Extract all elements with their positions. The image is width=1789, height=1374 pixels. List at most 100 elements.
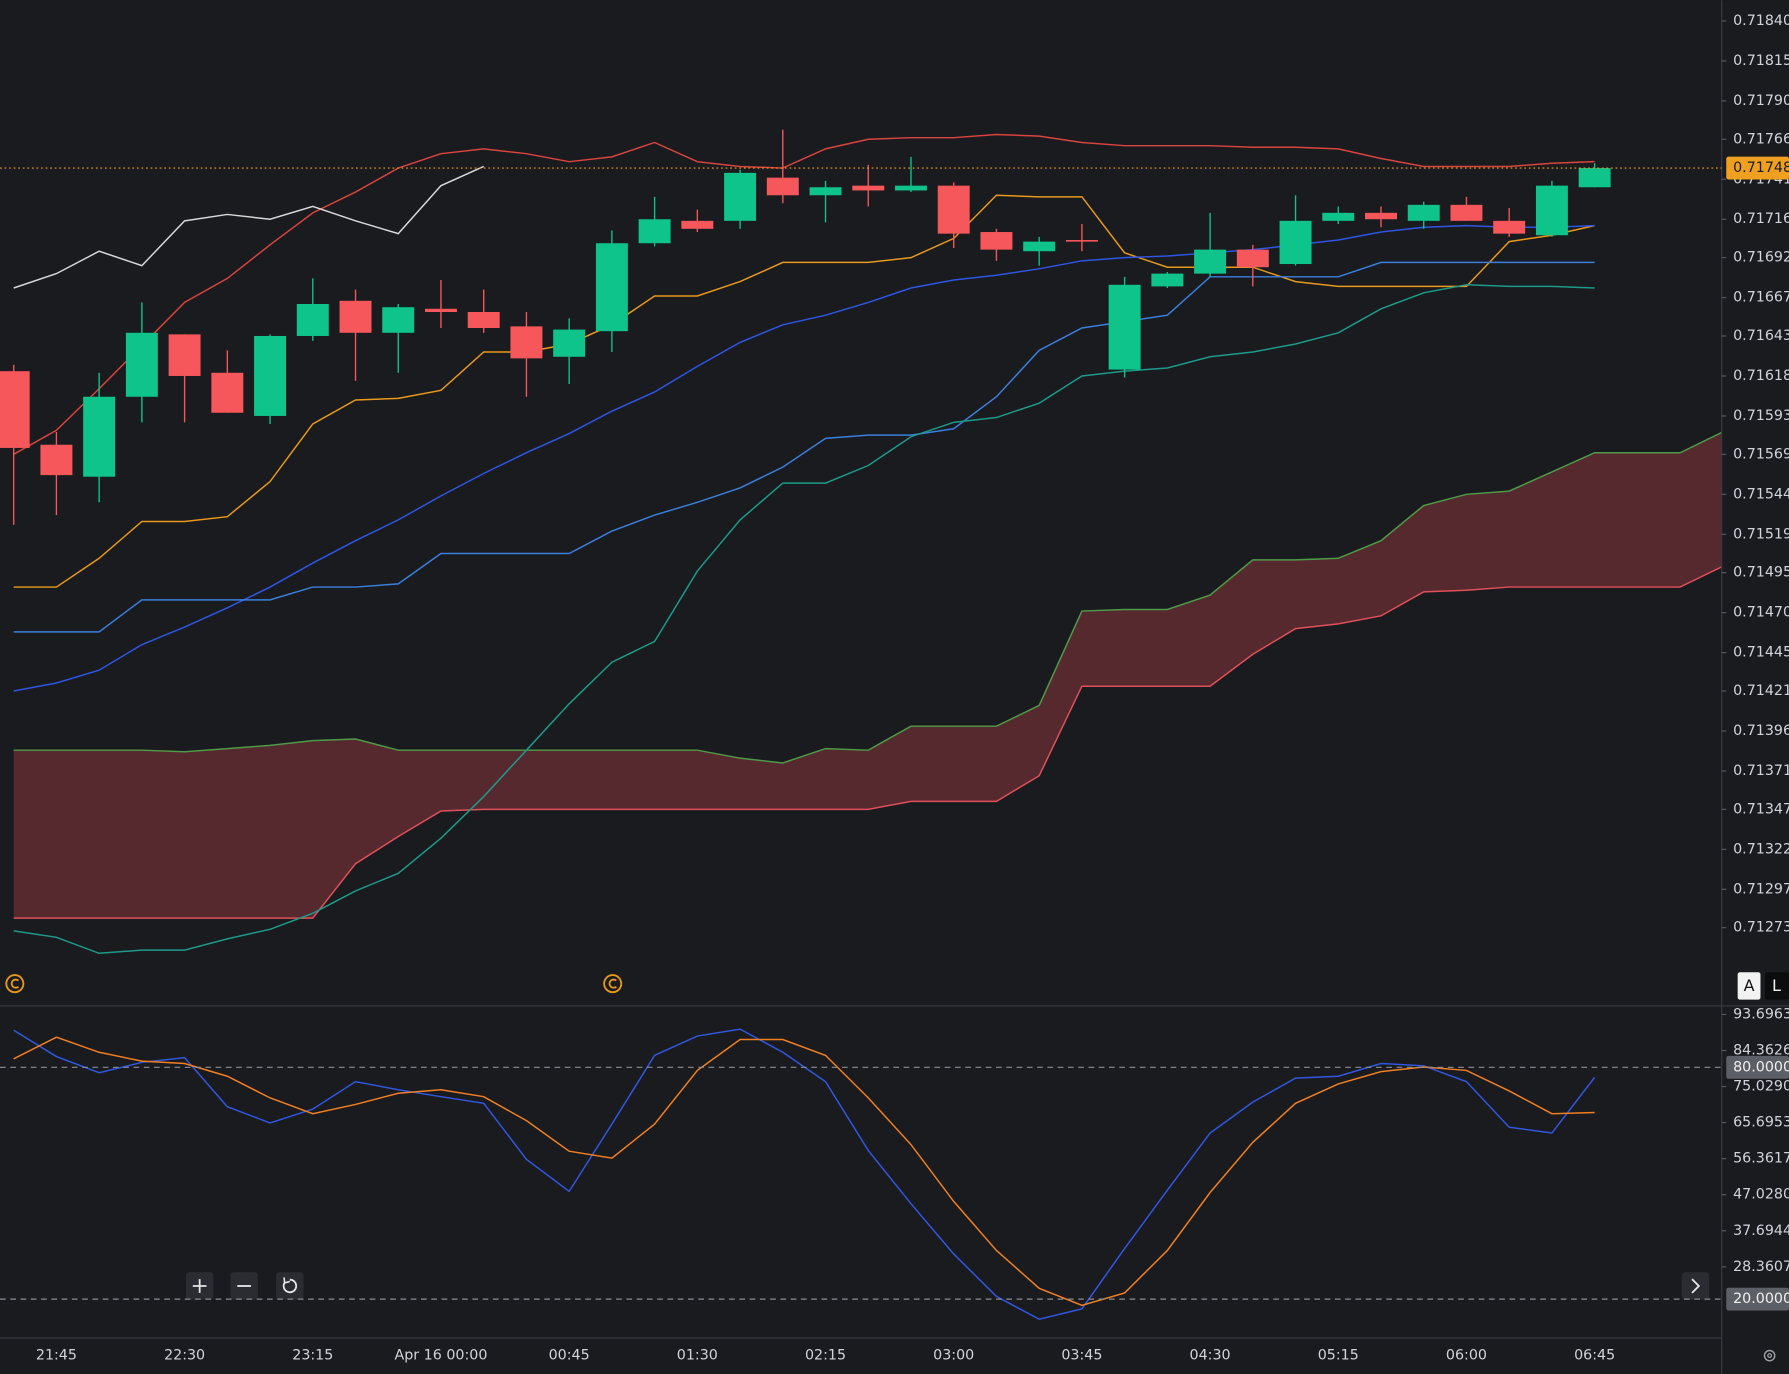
candle-body xyxy=(0,371,30,448)
y-tick-label: 0.71569 xyxy=(1733,446,1789,462)
settings-button[interactable] xyxy=(1763,1349,1776,1362)
cloud-fill xyxy=(13,432,1722,919)
candle-body xyxy=(1493,220,1526,234)
y-tick-label: 0.71815 xyxy=(1733,53,1789,69)
candle-body xyxy=(1535,185,1568,236)
candle-body xyxy=(1194,249,1227,274)
x-tick-label: 04:30 xyxy=(1190,1348,1231,1364)
candle-body xyxy=(1108,284,1141,370)
button-label: L xyxy=(1772,976,1781,995)
x-tick-label: 23:15 xyxy=(292,1348,333,1364)
y-tick-label: 84.36269 xyxy=(1733,1042,1789,1058)
candle-body xyxy=(1151,273,1184,287)
y-tick-label: 0.71790 xyxy=(1733,93,1789,109)
candle-body xyxy=(595,243,628,332)
indicator-line xyxy=(13,165,485,289)
x-tick-label: 02:15 xyxy=(805,1348,846,1364)
candle-body xyxy=(553,329,586,357)
candle-body xyxy=(211,372,244,413)
candle-body xyxy=(467,311,500,328)
candle-body xyxy=(937,185,970,234)
x-tick-label: 06:00 xyxy=(1446,1348,1487,1364)
cloud-upper-line xyxy=(13,431,1722,764)
x-tick-label: Apr 16 00:00 xyxy=(395,1348,488,1364)
x-tick-label: 21:45 xyxy=(36,1348,77,1364)
zoom-out-button[interactable] xyxy=(230,1272,258,1300)
x-tick-label: 03:45 xyxy=(1061,1348,1102,1364)
y-tick-label: 0.71667 xyxy=(1733,290,1789,306)
level-tag xyxy=(1726,1287,1789,1311)
reset-button[interactable] xyxy=(276,1272,304,1300)
event-marker xyxy=(5,974,25,994)
x-tick-label: 22:30 xyxy=(164,1348,205,1364)
y-tick-label: 37.69443 xyxy=(1733,1223,1789,1239)
candle-body xyxy=(638,219,671,244)
event-marker xyxy=(603,974,623,994)
last-price-label: 0.71748 xyxy=(1733,160,1789,176)
candle-body xyxy=(1407,204,1440,221)
candle-body xyxy=(766,177,799,196)
y-tick-label: 0.71716 xyxy=(1733,211,1789,227)
y-tick-label: 0.71297 xyxy=(1733,881,1789,897)
oscillator-line xyxy=(13,1036,1595,1307)
x-tick-label: 03:00 xyxy=(933,1348,974,1364)
y-tick-label: 0.71593 xyxy=(1733,408,1789,424)
y-tick-label: 47.02808 xyxy=(1733,1187,1789,1203)
candle-body xyxy=(40,444,73,476)
level-tag xyxy=(1726,1055,1789,1079)
candle-body xyxy=(1236,249,1269,268)
indicator-line xyxy=(13,133,1595,455)
y-tick-label: 0.71643 xyxy=(1733,328,1789,344)
y-tick-label: 0.71692 xyxy=(1733,250,1789,266)
candle-body xyxy=(125,332,158,397)
y-tick-label: 28.36078 xyxy=(1733,1259,1789,1275)
scroll-right-button[interactable] xyxy=(1681,1272,1710,1300)
last-price-tag xyxy=(1726,156,1789,180)
candle-body xyxy=(1450,204,1483,221)
y-tick-label: 0.71347 xyxy=(1733,801,1789,817)
candle-body xyxy=(83,396,116,477)
y-tick-label: 65.69538 xyxy=(1733,1115,1789,1131)
y-tick-label: 0.71544 xyxy=(1733,486,1789,502)
log-scale-button[interactable]: L xyxy=(1765,972,1789,1000)
x-tick-label: 05:15 xyxy=(1318,1348,1359,1364)
y-tick-label: 0.71371 xyxy=(1733,763,1789,779)
x-tick-label: 06:45 xyxy=(1574,1348,1615,1364)
indicator-line xyxy=(13,261,1595,633)
y-tick-label: 0.71273 xyxy=(1733,920,1789,936)
auto-scale-button[interactable]: A xyxy=(1737,972,1761,1000)
y-tick-label: 0.71470 xyxy=(1733,605,1789,621)
candle-body xyxy=(1322,212,1355,221)
y-tick-label: 75.02904 xyxy=(1733,1079,1789,1095)
x-tick-label: 01:30 xyxy=(677,1348,718,1364)
indicator-line xyxy=(13,224,1595,692)
level-label: 20.00000 xyxy=(1733,1291,1789,1307)
y-tick-label: 0.71840 xyxy=(1733,13,1789,29)
candle-body xyxy=(1023,241,1056,252)
indicator-line xyxy=(13,284,1595,955)
candle-body xyxy=(1578,168,1611,188)
candle-body xyxy=(339,300,372,333)
candle-body xyxy=(724,172,757,221)
price-pane xyxy=(0,129,1722,955)
y-tick-label: 0.71322 xyxy=(1733,841,1789,857)
candle-body xyxy=(852,185,885,191)
candle-body xyxy=(382,307,415,333)
y-tick-label: 0.71766 xyxy=(1733,131,1789,147)
candle-body xyxy=(895,185,927,191)
candle-body xyxy=(980,232,1013,250)
y-tick-label: 0.71618 xyxy=(1733,368,1789,384)
y-tick-label: 0.71445 xyxy=(1733,645,1789,661)
candle-body xyxy=(1365,212,1397,220)
candle-body xyxy=(809,187,842,196)
y-tick-label: 93.69634 xyxy=(1733,1006,1789,1022)
y-tick-label: 0.71495 xyxy=(1733,565,1789,581)
y-tick-label: 0.71519 xyxy=(1733,526,1789,542)
zoom-in-button[interactable] xyxy=(185,1272,214,1300)
level-label: 80.00000 xyxy=(1733,1059,1789,1075)
candle-body xyxy=(1279,220,1312,265)
candle-body xyxy=(510,326,543,359)
